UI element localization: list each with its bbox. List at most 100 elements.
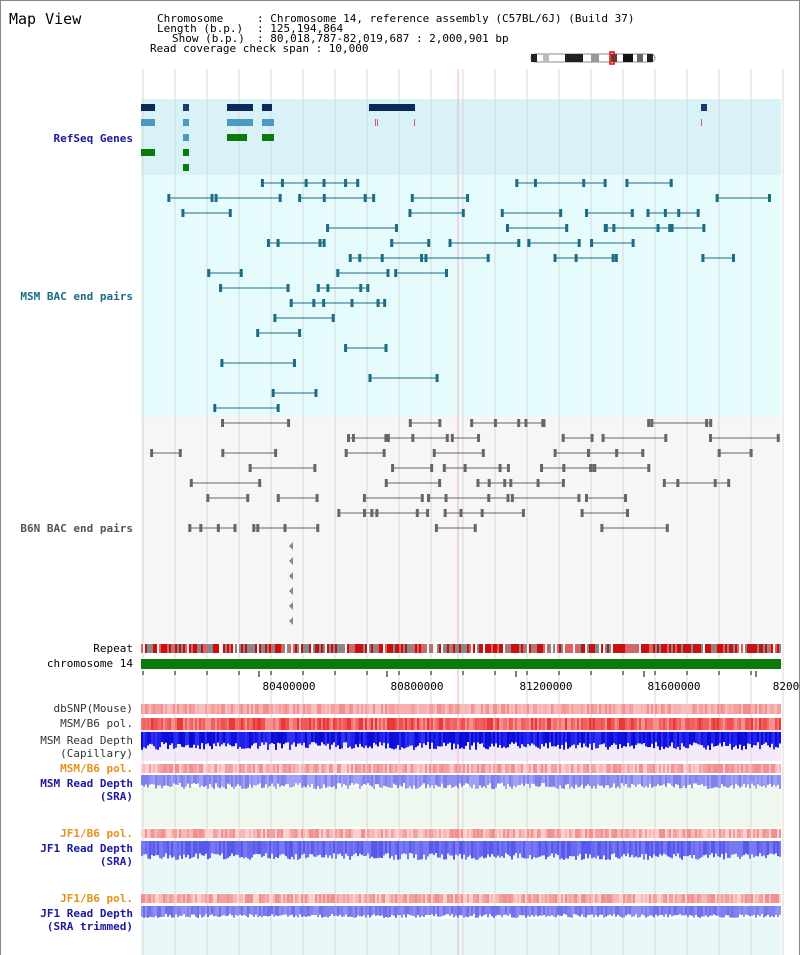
b6n-bac-end: [542, 419, 546, 427]
msm-b6-pol-cell: [225, 718, 227, 730]
msm-depth-sra-bar: [219, 775, 221, 789]
dbsnp-cell: [269, 704, 271, 714]
jf1-depth-sra-bar: [745, 841, 747, 854]
msm-b6-pol-sra-cell: [303, 764, 305, 773]
repeat-segment: [485, 644, 487, 653]
repeat-segment: [307, 644, 309, 653]
jf1-b6-pol-trim-label[interactable]: JF1/B6 pol.: [60, 892, 133, 905]
jf1-depth-sra-bar: [387, 841, 389, 854]
jf1-depth-trim-bar: [757, 906, 759, 915]
msm-bac-end: [603, 179, 607, 187]
msm-bac-end: [565, 224, 569, 232]
msm-b6-pol-cell: [475, 718, 477, 730]
msm-bac-end: [582, 179, 586, 187]
jf1-depth-trim-bar: [615, 906, 617, 917]
b6n-bac-end: [289, 617, 293, 625]
msm-bac-label[interactable]: MSM BAC end pairs: [20, 290, 133, 303]
msm-depth-sra-bar: [587, 775, 589, 785]
jf1-b6-pol-cell: [661, 829, 663, 838]
repeat-segment: [381, 644, 383, 653]
jf1-b6-pol-label[interactable]: JF1/B6 pol.: [60, 827, 133, 840]
msm-depth-sra-label[interactable]: MSM Read Depth (SRA): [40, 777, 133, 803]
jf1-b6-pol-trim-cell: [745, 894, 747, 903]
msm-b6-pol-cell: [507, 718, 509, 730]
repeat-segment: [523, 644, 525, 653]
dbsnp-cell: [699, 704, 701, 714]
msm-b6-pol-cell: [691, 718, 693, 730]
jf1-b6-pol-cell: [269, 829, 271, 838]
msm-depth-sra-bar: [437, 775, 439, 787]
jf1-depth-sra-bar: [767, 841, 769, 855]
msm-b6-pol-cell: [267, 718, 269, 730]
dbsnp-label[interactable]: dbSNP(Mouse): [53, 702, 133, 715]
jf1-depth-sra-bar: [227, 841, 229, 858]
msm-b6-pol-sra-cell: [585, 764, 587, 773]
refseq-genes-label[interactable]: RefSeq Genes: [53, 132, 133, 145]
b6n-bac-end: [450, 434, 454, 442]
b6n-bac-label[interactable]: B6N BAC end pairs: [20, 522, 133, 535]
jf1-depth-trim-bar: [697, 906, 699, 918]
b6n-bac-end: [553, 449, 557, 457]
jf1-depth-sra-bar: [295, 841, 297, 855]
msm-depth-sra-bar: [365, 775, 367, 785]
jf1-depth-sra-bar: [269, 841, 271, 859]
msm-depth-cap-bar: [151, 732, 153, 745]
jf1-depth-trim-label[interactable]: JF1 Read Depth (SRA trimmed): [40, 907, 133, 933]
msm-depth-sra-bar: [713, 775, 715, 788]
jf1-depth-sra-bar: [581, 841, 583, 860]
msm-depth-cap-bar: [327, 732, 329, 744]
jf1-depth-trim-bar: [699, 906, 701, 918]
msm-depth-sra-bar: [207, 775, 209, 789]
msm-depth-cap-bar: [241, 732, 243, 749]
msm-b6-pol-cell: [161, 718, 163, 730]
msm-b6-pol-cell: [619, 718, 621, 730]
jf1-b6-pol-cell: [279, 829, 281, 838]
jf1-depth-sra-label[interactable]: JF1 Read Depth (SRA): [40, 842, 133, 868]
msm-depth-cap-bar: [223, 732, 225, 743]
jf1-b6-pol-trim-cell: [291, 894, 293, 903]
msm-bac-end: [366, 284, 370, 292]
jf1-depth-trim-bar: [621, 906, 623, 918]
jf1-depth-sra-bar: [571, 841, 573, 857]
msm-b6-pol-cell: [255, 718, 257, 730]
msm-b6-pol-sra-label[interactable]: MSM/B6 pol.: [60, 762, 133, 775]
repeat-segment: [367, 644, 369, 653]
jf1-b6-pol-cell: [705, 829, 707, 838]
msm-b6-pol-label[interactable]: MSM/B6 pol.: [60, 717, 133, 730]
msm-depth-sra-bar: [189, 775, 191, 788]
jf1-b6-pol-trim-cell: [709, 894, 711, 903]
msm-b6-pol-sra-cell: [555, 764, 557, 773]
dbsnp-cell: [757, 704, 759, 714]
jf1-depth-sra-bar: [709, 841, 711, 855]
dbsnp-cell: [287, 704, 289, 714]
jf1-depth-trim-bar: [321, 906, 323, 918]
msm-b6-pol-sra-cell: [277, 764, 279, 773]
jf1-depth-sra-bar: [523, 841, 525, 859]
msm-b6-pol-sra-cell: [545, 764, 547, 773]
b6n-bac-end: [408, 419, 412, 427]
jf1-depth-trim-bar: [741, 906, 743, 916]
jf1-b6-pol-trim-cell: [327, 894, 329, 903]
msm-b6-pol-cell: [687, 718, 689, 730]
chromosome-ideogram[interactable]: [529, 51, 659, 67]
msm-b6-pol-sra-cell: [629, 764, 631, 773]
jf1-b6-pol-trim-cell: [719, 894, 721, 903]
jf1-depth-trim-bar: [361, 906, 363, 917]
jf1-b6-pol-trim-cell: [405, 894, 407, 903]
msm-depth-sra-bar: [653, 775, 655, 787]
jf1-b6-pol-cell: [601, 829, 603, 838]
jf1-depth-trim-bar: [365, 906, 367, 918]
jf1-depth-trim-bar: [287, 906, 289, 917]
msm-depth-capillary-label[interactable]: MSM Read Depth (Capillary): [40, 734, 133, 760]
jf1-depth-trim-bar: [653, 906, 655, 918]
msm-b6-pol-sra-cell: [153, 764, 155, 773]
jf1-depth-trim-bar: [253, 906, 255, 917]
msm-b6-pol-sra-cell: [583, 764, 585, 773]
dbsnp-cell: [383, 704, 385, 714]
jf1-b6-pol-cell: [185, 829, 187, 838]
jf1-b6-pol-cell: [243, 829, 245, 838]
msm-depth-sra-bar: [249, 775, 251, 785]
msm-b6-pol-cell: [509, 718, 511, 730]
msm-depth-cap-bar: [285, 732, 287, 743]
